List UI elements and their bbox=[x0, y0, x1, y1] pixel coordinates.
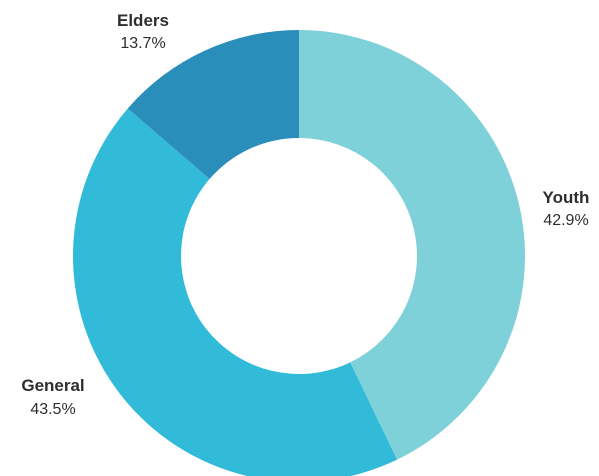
slice-label-youth: Youth bbox=[543, 188, 590, 207]
slice-labels: Youth 42.9% General 43.5% Elders 13.7% bbox=[21, 11, 589, 418]
slice-label-general: General bbox=[21, 376, 84, 395]
slice-youth bbox=[299, 30, 525, 460]
slice-value-general: 43.5% bbox=[30, 401, 75, 418]
slice-general bbox=[72, 108, 398, 476]
slice-value-elders: 13.7% bbox=[120, 35, 165, 52]
slice-elders bbox=[127, 30, 299, 180]
slice-label-elders: Elders bbox=[117, 11, 169, 30]
slice-value-youth: 42.9% bbox=[543, 212, 588, 229]
donut-slices bbox=[72, 30, 525, 476]
